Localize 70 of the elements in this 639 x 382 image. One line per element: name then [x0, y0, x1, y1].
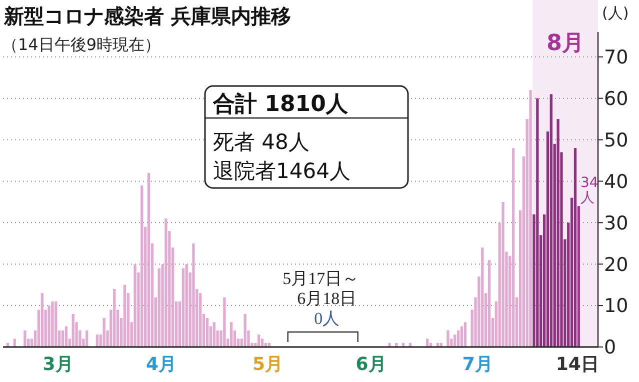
bar [574, 148, 577, 347]
bar [502, 202, 504, 347]
bar [550, 94, 552, 347]
y-tick-label: 40 [604, 170, 628, 193]
bar [185, 264, 188, 347]
bar [72, 314, 74, 347]
x-tick-label: 7月 [462, 354, 493, 375]
y-tick-label: 70 [604, 46, 628, 69]
bar [456, 330, 460, 347]
bar [529, 90, 532, 347]
bar [140, 185, 144, 347]
bar [577, 206, 580, 347]
y-tick-label: 20 [604, 254, 628, 276]
y-tick-label: 60 [604, 88, 628, 110]
bar [13, 338, 16, 347]
bar [64, 326, 68, 347]
x-tick-label: 6月 [356, 354, 386, 375]
y-axis-title: (人) [602, 4, 629, 22]
bar [260, 338, 264, 347]
annotation: 合計 1810人 [212, 92, 349, 117]
chart-title: 新型コロナ感染者 兵庫県内推移 [3, 4, 291, 28]
bar [192, 243, 195, 347]
data-label: 34人 [580, 175, 598, 206]
bar [460, 326, 464, 347]
band-label: 8月 [546, 31, 584, 56]
bar [182, 268, 184, 347]
bar [258, 334, 260, 347]
bar [123, 284, 126, 347]
bar [223, 297, 226, 347]
bar [113, 288, 116, 347]
bar [536, 98, 539, 347]
bar [86, 330, 88, 347]
y-tick-label: 50 [604, 129, 628, 152]
bar [446, 330, 450, 347]
bar [512, 148, 515, 347]
bar [40, 293, 44, 347]
bar [147, 172, 150, 347]
bar [102, 318, 106, 347]
bar [158, 268, 160, 347]
bar [134, 264, 136, 347]
annotation: 退院者1464人 [213, 159, 350, 183]
bar [96, 334, 98, 347]
x-tick-label: 3月 [42, 354, 74, 375]
y-tick-label: 0 [604, 336, 616, 359]
bar [199, 293, 202, 347]
bar [426, 338, 429, 347]
bar [61, 330, 64, 347]
bar [54, 301, 58, 347]
bar [244, 314, 246, 347]
bar [388, 342, 391, 347]
x-tick-label: 4月 [146, 354, 176, 375]
x-tick-label: 14日 [556, 354, 599, 375]
chart-subtitle: （14日午後9時現在） [2, 35, 161, 54]
bar [206, 318, 209, 347]
annotation: 5月17日～ 6月18日 0人 [282, 269, 360, 328]
bar [481, 248, 484, 347]
bar [230, 322, 233, 347]
bar [24, 330, 26, 347]
bar [164, 218, 168, 347]
bar [48, 306, 50, 347]
bar [464, 322, 467, 347]
annotation: 死者 48人 [213, 130, 310, 154]
y-tick-label: 30 [604, 212, 628, 234]
bar [51, 301, 54, 347]
bar [556, 119, 560, 347]
x-tick-label: 5月 [252, 354, 284, 375]
bar [454, 334, 456, 347]
bar [488, 260, 491, 347]
bar [212, 322, 216, 347]
y-tick-label: 10 [604, 295, 628, 318]
